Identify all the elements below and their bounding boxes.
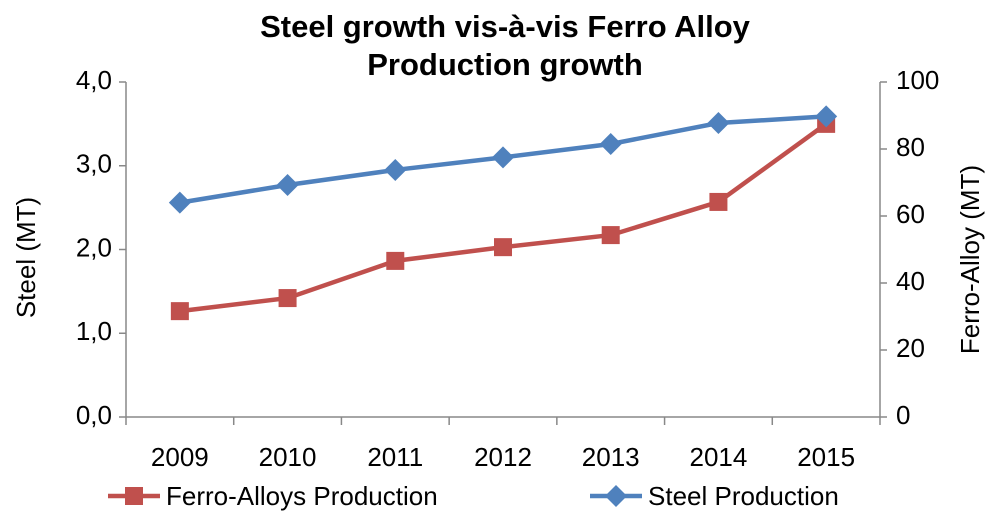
y-tick-label: 0,0 [76,400,112,430]
x-tick-label: 2015 [797,442,855,472]
x-tick-label: 2011 [367,442,423,472]
x-tick-label: 2009 [151,442,209,472]
legend-label: Steel Production [648,481,839,511]
point [815,105,838,128]
point [709,192,728,211]
y2-axis-title: Ferro-Alloy (MT) [955,165,985,354]
y2-tick-label: 80 [896,132,925,162]
point [492,146,514,169]
point [276,174,299,197]
x-tick-label: 2010 [259,442,317,472]
legend-marker [605,485,627,507]
point [278,289,297,308]
y2-tick-label: 40 [896,266,925,296]
point [599,132,622,155]
legend-marker [125,487,143,505]
point [494,238,512,257]
chart-title: Steel growth vis-à-vis Ferro Alloy Produ… [260,9,750,82]
point [707,112,730,135]
y-tick-label: 3,0 [76,149,112,179]
x-tick-label: 2012 [474,442,532,472]
point [601,226,620,245]
point [384,158,407,181]
y-axis-title: Steel (MT) [11,197,41,318]
y2-tick-label: 100 [896,65,939,95]
legend-label: Ferro-Alloys Production [166,481,438,511]
y2-tick-label: 0 [896,400,910,430]
x-tick-label: 2013 [582,442,640,472]
point [386,251,405,270]
point [170,302,189,321]
x-tick-label: 2014 [690,442,748,472]
y-tick-label: 2,0 [76,232,112,262]
y-tick-label: 4,0 [76,65,112,95]
point [168,191,191,214]
y-tick-label: 1,0 [76,316,112,346]
y2-tick-label: 60 [896,199,925,229]
y2-tick-label: 20 [896,333,925,363]
